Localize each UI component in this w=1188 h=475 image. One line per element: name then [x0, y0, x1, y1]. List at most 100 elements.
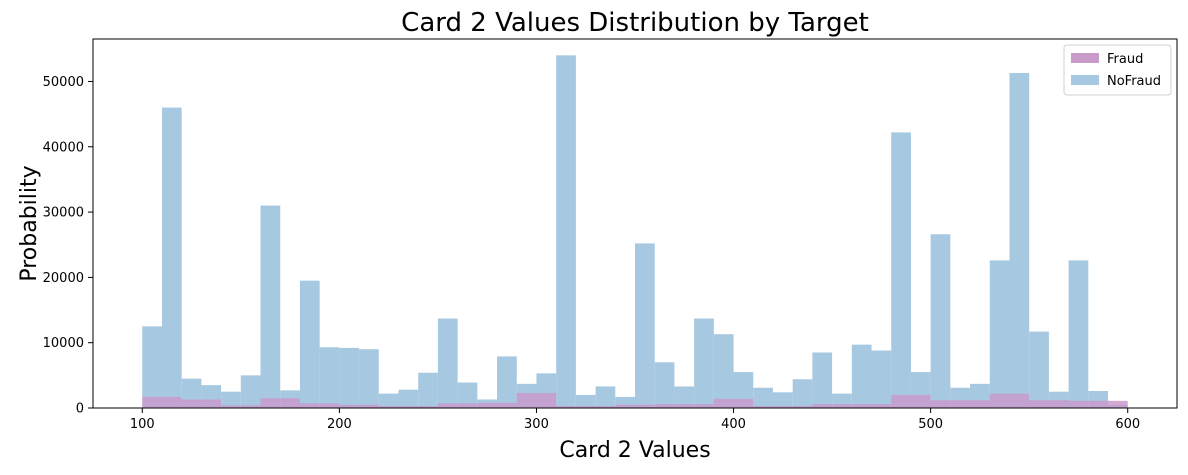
bar-fraud — [832, 404, 852, 408]
bar-fraud — [359, 404, 379, 408]
bar-fraud — [1009, 393, 1030, 408]
bar-nofraud — [398, 389, 419, 408]
bar-nofraud — [694, 318, 714, 408]
bar-fraud — [339, 404, 360, 408]
x-tick-label: 200 — [327, 417, 352, 432]
bar-nofraud — [497, 356, 517, 408]
bar-nofraud — [595, 386, 616, 408]
x-tick-label: 500 — [918, 417, 943, 432]
legend: Fraud NoFraud — [1063, 44, 1172, 96]
bar-nofraud — [713, 334, 734, 408]
bar-fraud — [457, 403, 478, 408]
bar-fraud — [891, 394, 911, 408]
bar-nofraud — [891, 132, 911, 408]
bar-fraud — [575, 406, 596, 408]
bar-fraud — [989, 393, 1010, 408]
bar-fraud — [1029, 400, 1049, 408]
bar-fraud — [792, 406, 813, 408]
bar-fraud — [437, 403, 458, 408]
bar-nofraud — [457, 382, 478, 408]
x-tick-label: 300 — [524, 417, 549, 432]
bar-nofraud — [989, 260, 1010, 408]
bar-fraud — [871, 404, 892, 408]
y-tick-label: 40000 — [43, 140, 84, 155]
x-axis: 100 200 300 400 500 600 — [130, 408, 1140, 432]
legend-label-nofraud: NoFraud — [1107, 74, 1161, 89]
bar-nofraud — [418, 372, 438, 408]
x-tick-label: 400 — [721, 417, 746, 432]
bar-fraud — [1048, 400, 1069, 408]
y-tick-label: 30000 — [43, 206, 84, 221]
bar-fraud — [477, 402, 498, 408]
bar-nofraud — [812, 352, 833, 408]
bar-nofraud — [654, 362, 675, 408]
bar-fraud — [319, 403, 340, 408]
bar-fraud — [674, 404, 695, 408]
bar-nofraud — [240, 375, 261, 408]
bar-fraud — [595, 406, 616, 408]
bar-fraud — [1108, 400, 1128, 408]
bar-nofraud — [851, 344, 872, 408]
bar-nofraud — [635, 243, 655, 408]
bar-fraud — [181, 399, 202, 408]
y-axis: 0 10000 20000 30000 40000 50000 — [43, 75, 93, 417]
y-tick-label: 0 — [76, 402, 84, 417]
legend-label-fraud: Fraud — [1107, 52, 1143, 67]
bar-fraud — [910, 394, 931, 408]
bar-fraud — [161, 396, 182, 408]
bar-nofraud — [753, 387, 773, 408]
bar-fraud — [694, 404, 714, 408]
bar-fraud — [1068, 400, 1089, 408]
bar-nofraud — [437, 318, 458, 408]
bar-fraud — [260, 398, 281, 408]
bar-nofraud — [615, 396, 635, 408]
bar-fraud — [733, 398, 754, 408]
bar-fraud — [240, 405, 261, 408]
bar-fraud — [497, 402, 517, 408]
x-tick-label: 600 — [1115, 417, 1140, 432]
y-tick-label: 50000 — [43, 75, 84, 90]
bar-fraud — [753, 406, 773, 408]
bar-nofraud — [299, 280, 320, 408]
bar-fraud — [516, 392, 537, 408]
bar-nofraud — [221, 391, 241, 408]
bar-nofraud — [142, 326, 162, 408]
bar-fraud — [398, 406, 419, 408]
bar-nofraud — [260, 205, 281, 408]
chart-title: Card 2 Values Distribution by Target — [401, 8, 869, 38]
bar-fraud — [1088, 400, 1109, 408]
y-tick-label: 10000 — [43, 336, 84, 351]
bar-fraud — [772, 406, 793, 408]
bar-fraud — [280, 398, 300, 408]
bar-fraud — [536, 392, 557, 408]
bar-nofraud — [556, 55, 576, 409]
x-axis-label: Card 2 Values — [559, 438, 710, 463]
bar-nofraud — [378, 393, 399, 408]
legend-swatch-fraud — [1071, 53, 1099, 63]
y-tick-label: 20000 — [43, 271, 84, 286]
bar-nofraud — [161, 107, 182, 408]
bar-fraud — [142, 396, 162, 408]
bar-fraud — [930, 400, 951, 408]
legend-swatch-nofraud — [1071, 75, 1099, 85]
bar-fraud — [950, 400, 971, 408]
bar-fraud — [615, 404, 635, 408]
bar-fraud — [556, 406, 576, 408]
bar-nofraud — [674, 386, 695, 408]
bar-fraud — [713, 398, 734, 408]
bar-nofraud — [1009, 72, 1030, 408]
bar-nofraud — [930, 234, 951, 408]
x-tick-label: 100 — [130, 417, 155, 432]
bar-nofraud — [339, 347, 360, 408]
bar-fraud — [201, 399, 222, 408]
bar-fraud — [378, 406, 399, 408]
bar-nofraud — [575, 394, 596, 408]
bar-fraud — [221, 405, 241, 408]
bar-nofraud — [1029, 331, 1049, 408]
bars-layer — [142, 55, 1128, 409]
bar-nofraud — [319, 347, 340, 408]
bar-fraud — [851, 404, 872, 408]
bar-nofraud — [871, 350, 892, 408]
